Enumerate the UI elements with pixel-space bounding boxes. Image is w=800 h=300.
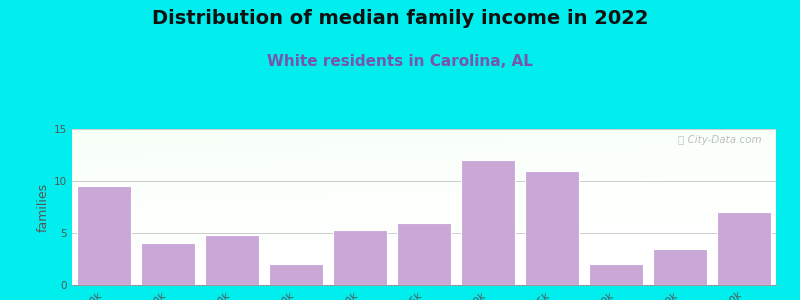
Bar — [77, 186, 131, 285]
Bar — [717, 212, 771, 285]
Y-axis label: families: families — [37, 182, 50, 232]
Text: ⓘ City-Data.com: ⓘ City-Data.com — [678, 135, 762, 145]
Bar — [269, 264, 323, 285]
Text: White residents in Carolina, AL: White residents in Carolina, AL — [267, 54, 533, 69]
Bar — [525, 171, 579, 285]
Bar — [653, 249, 707, 285]
Bar — [461, 160, 515, 285]
Bar — [397, 223, 451, 285]
Bar — [141, 243, 195, 285]
Bar — [333, 230, 387, 285]
Text: Distribution of median family income in 2022: Distribution of median family income in … — [152, 9, 648, 28]
Bar — [589, 264, 643, 285]
Bar — [205, 235, 259, 285]
